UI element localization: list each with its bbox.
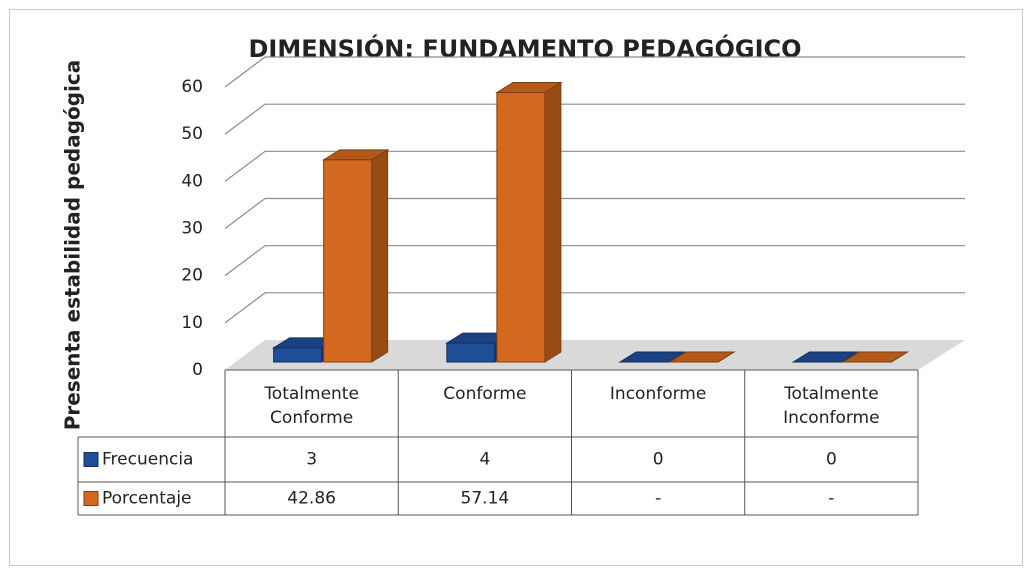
grid-line: [224, 103, 965, 135]
legend-label: Frecuencia: [102, 450, 193, 470]
legend-key: [83, 452, 99, 467]
y-tick-label: 20: [181, 266, 203, 286]
x-tick-label: Conforme: [443, 384, 527, 404]
bar-side: [891, 351, 908, 363]
data-label: 0: [826, 450, 837, 470]
y-tick-label: 30: [181, 219, 203, 239]
y-tick-label: 50: [181, 124, 203, 144]
bar-side: [841, 351, 858, 363]
bar-side: [544, 81, 562, 363]
data-label: -: [828, 489, 834, 509]
x-tick-label: Totalmente Conforme: [264, 384, 359, 428]
bar-side: [667, 351, 685, 363]
data-label: 0: [653, 450, 664, 470]
legend-label: Porcentaje: [102, 489, 192, 509]
bar: [273, 347, 323, 363]
bar: [323, 159, 373, 363]
x-tick-label: Totalmente Inconforme: [783, 384, 880, 428]
y-tick-label: 40: [181, 171, 203, 191]
data-label: 57.14: [461, 489, 510, 509]
chart-title: DIMENSIÓN: FUNDAMENTO PEDAGÓGICO: [248, 33, 801, 63]
floor: [225, 340, 965, 370]
grid-line: [224, 292, 965, 324]
y-tick-label: 0: [192, 360, 203, 380]
grid-line: [224, 56, 965, 88]
grid-line: [224, 245, 965, 277]
y-axis-label: Presenta estabilidad pedagógica: [61, 60, 85, 431]
data-label: 4: [479, 450, 490, 470]
data-label: 3: [306, 450, 317, 470]
bar: [446, 342, 496, 363]
y-tick-label: 60: [181, 77, 203, 97]
grid-line: [224, 197, 965, 229]
bar-side: [371, 148, 389, 363]
grid-line: [224, 150, 965, 182]
data-label: -: [655, 489, 661, 509]
x-tick-label: Inconforme: [609, 384, 707, 404]
bar: [496, 91, 546, 363]
y-tick-label: 10: [181, 313, 203, 333]
legend-key: [83, 491, 99, 506]
bar-side: [717, 351, 735, 363]
data-label: 42.86: [287, 489, 336, 509]
